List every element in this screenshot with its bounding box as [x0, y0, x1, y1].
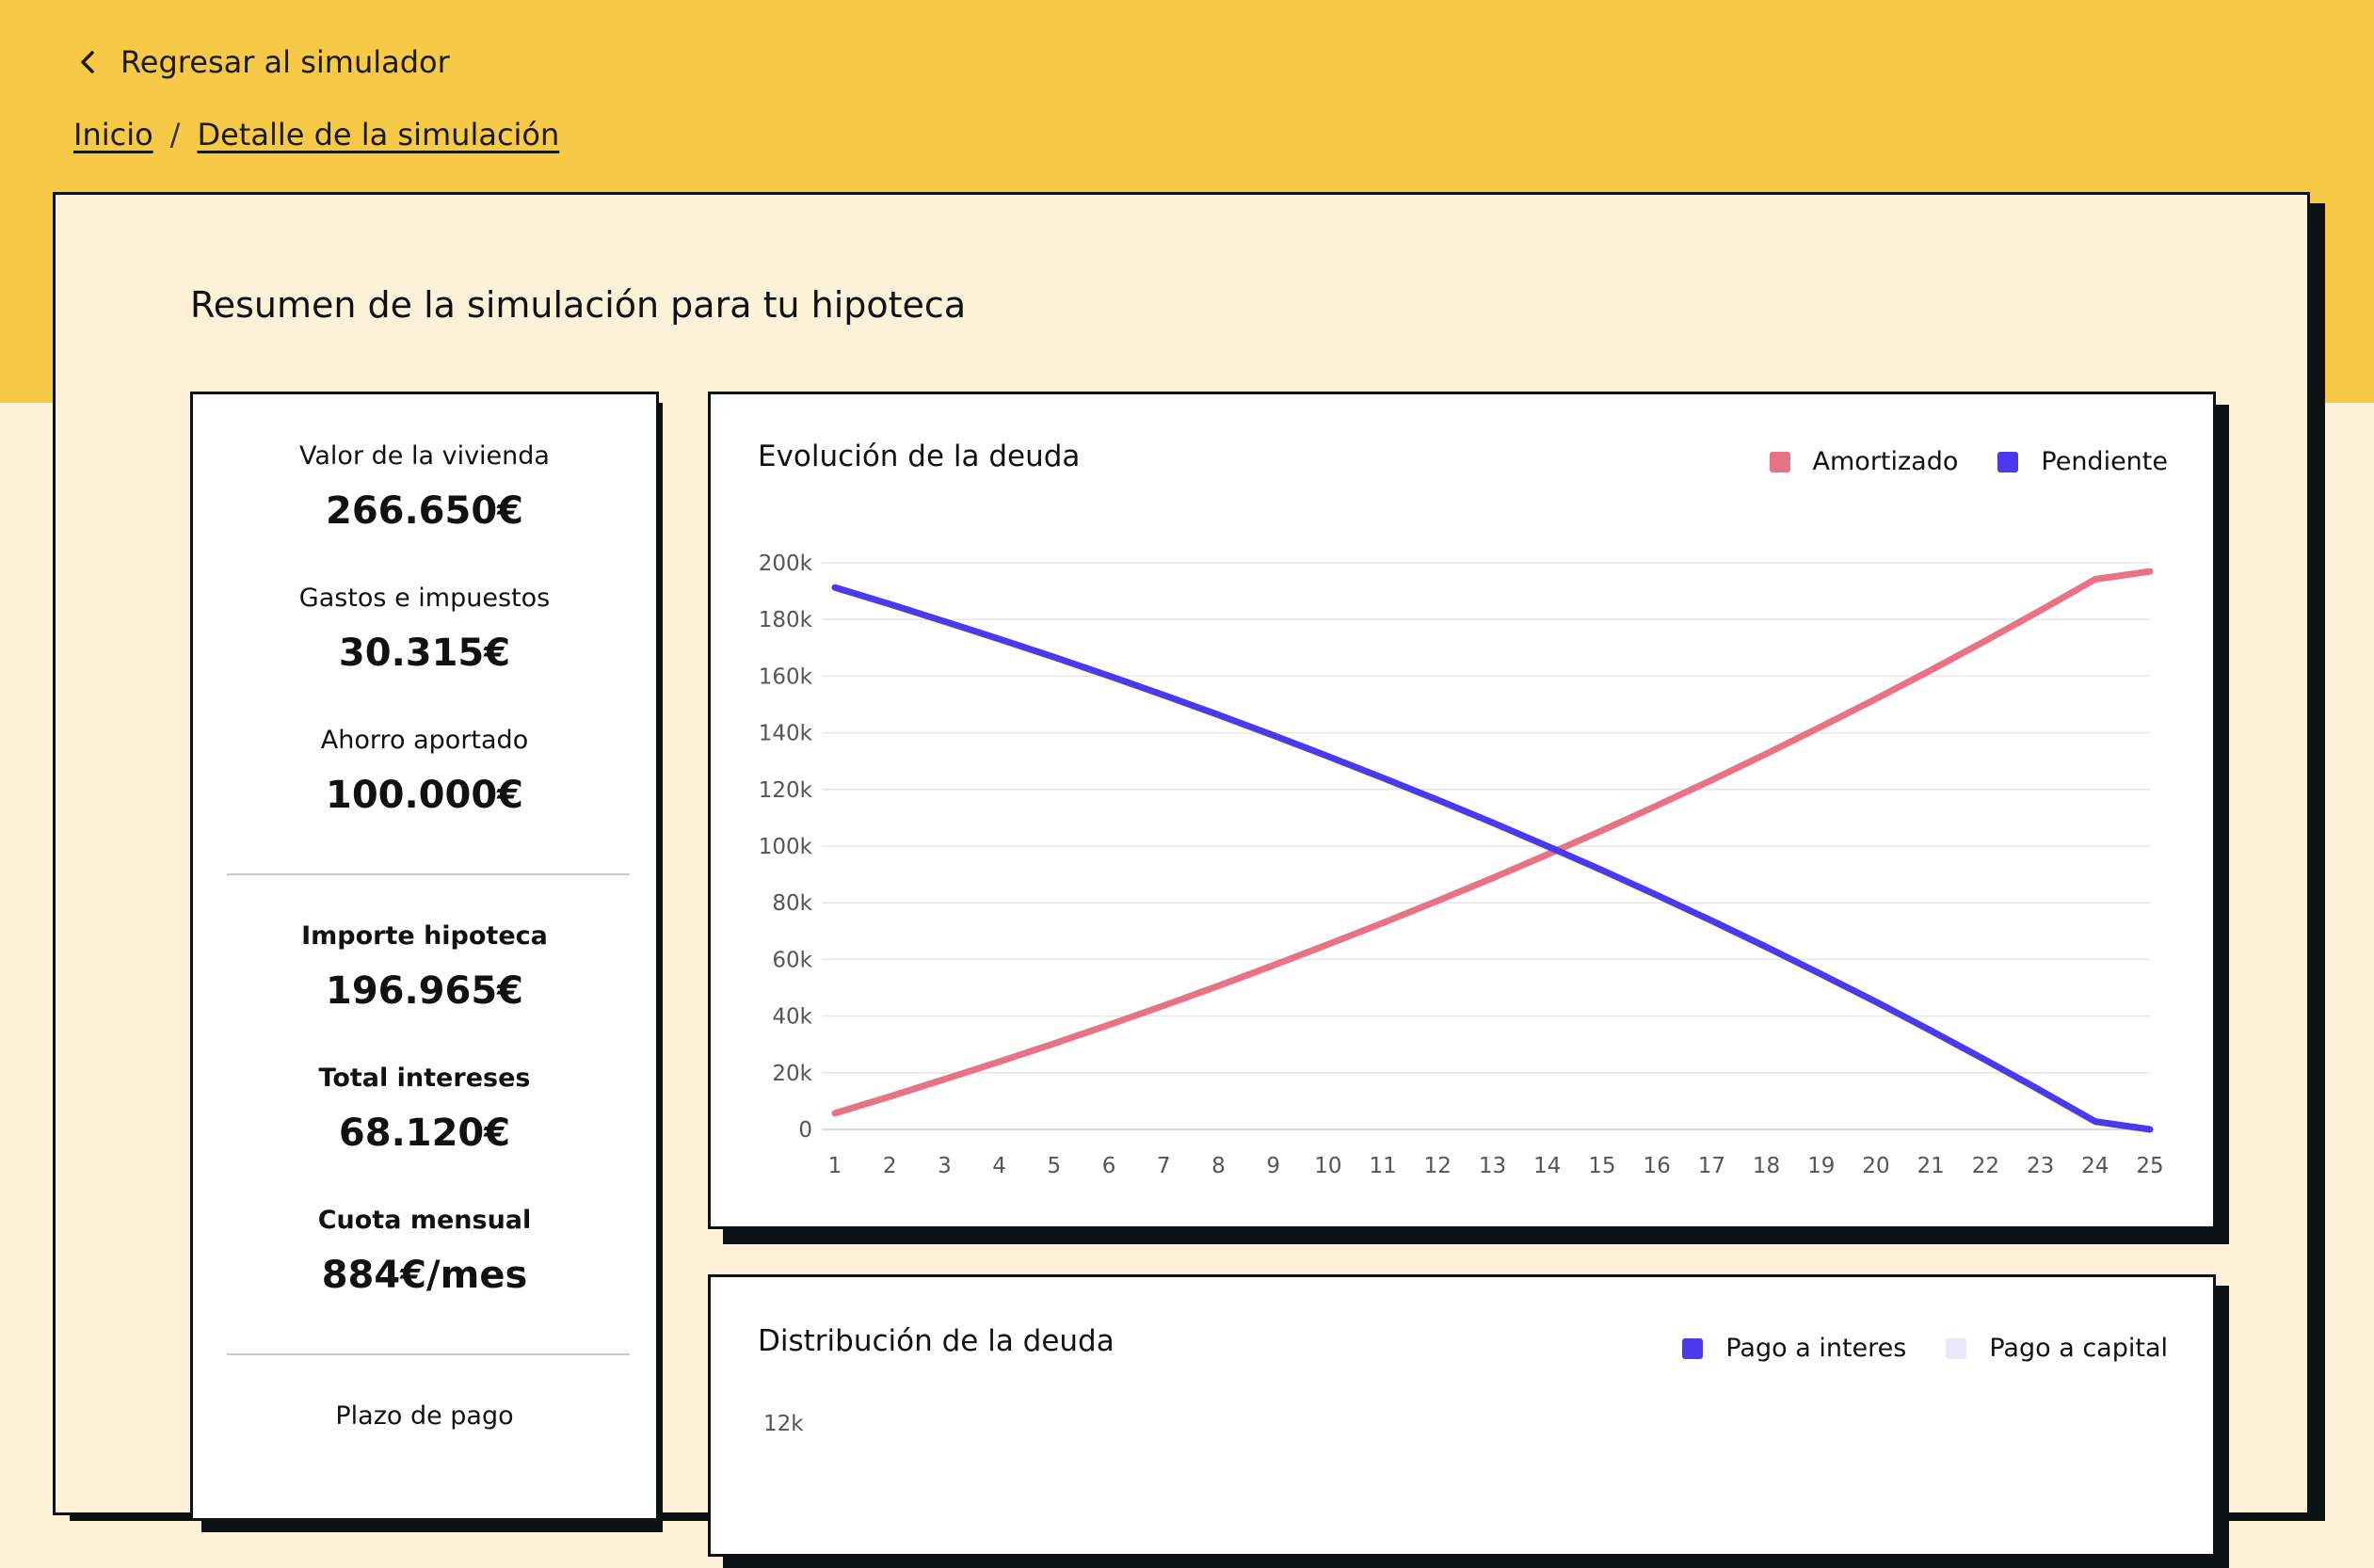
x-tick-label: 15 [1588, 1154, 1615, 1178]
y-tick-label: 180k [759, 608, 813, 632]
stat-cuota: Cuota mensual 884€/mes [193, 1206, 656, 1297]
x-tick-label: 4 [992, 1154, 1006, 1178]
stat-hipoteca-label: Importe hipoteca [301, 921, 548, 951]
legend-item-pago-capital[interactable]: Pago a capital [1946, 1334, 2168, 1363]
legend-swatch [1769, 451, 1790, 472]
stat-cuota-value: 884€/mes [321, 1254, 528, 1297]
x-tick-label: 6 [1102, 1154, 1116, 1178]
breadcrumb-current[interactable]: Detalle de la simulación [197, 117, 560, 152]
chart-title: Evolución de la deuda [758, 440, 1081, 473]
stat-intereses-value: 68.120€ [338, 1112, 511, 1155]
x-tick-label: 23 [2027, 1154, 2054, 1178]
x-tick-label: 22 [1972, 1154, 1999, 1178]
x-tick-label: 7 [1157, 1154, 1171, 1178]
chart-legend: Amortizado Pendiente [1730, 447, 2168, 476]
stat-vivienda-value: 266.650€ [325, 489, 524, 533]
chevron-left-icon [81, 51, 94, 73]
x-tick-label: 19 [1807, 1154, 1835, 1178]
stat-gastos-value: 30.315€ [338, 632, 511, 675]
x-tick-label: 25 [2136, 1154, 2163, 1178]
x-tick-label: 2 [883, 1154, 897, 1178]
page-title: Resumen de la simulación para tu hipotec… [190, 284, 967, 326]
y-tick-label: 200k [759, 552, 813, 576]
x-tick-label: 9 [1266, 1154, 1280, 1178]
stat-gastos-label: Gastos e impuestos [298, 584, 551, 613]
legend-label: Pago a capital [1989, 1334, 2168, 1363]
legend-swatch [1682, 1337, 1704, 1359]
x-tick-label: 10 [1314, 1154, 1341, 1178]
legend-item-amortizado[interactable]: Amortizado [1769, 447, 1959, 476]
summary-divider [227, 1353, 630, 1355]
stat-vivienda: Valor de la vivienda 266.650€ [193, 441, 656, 533]
y-tick-label: 12k [763, 1412, 804, 1436]
y-tick-label: 20k [772, 1062, 812, 1086]
legend-item-pendiente[interactable]: Pendiente [1997, 447, 2168, 476]
x-tick-label: 16 [1643, 1154, 1670, 1178]
summary-card: Valor de la vivienda 266.650€ Gastos e i… [190, 392, 659, 1521]
stat-ahorro-value: 100.000€ [325, 774, 524, 817]
y-tick-label: 120k [759, 778, 813, 803]
chart-title: Distribución de la deuda [758, 1324, 1115, 1358]
stat-gastos: Gastos e impuestos 30.315€ [193, 584, 656, 675]
back-link-label: Regresar al simulador [120, 44, 450, 80]
x-tick-label: 12 [1424, 1154, 1452, 1178]
legend-label: Pago a interes [1725, 1334, 1907, 1363]
x-tick-label: 14 [1533, 1154, 1561, 1178]
stat-hipoteca-value: 196.965€ [325, 969, 524, 1013]
y-tick-label: 80k [772, 891, 812, 916]
legend-label: Pendiente [2041, 447, 2168, 476]
x-tick-label: 3 [938, 1154, 952, 1178]
stat-intereses-label: Total intereses [318, 1064, 531, 1093]
breadcrumb: Inicio / Detalle de la simulación [73, 117, 559, 152]
chart-legend: Pago a interes Pago a capital [1643, 1334, 2168, 1363]
x-tick-label: 18 [1753, 1154, 1780, 1178]
y-tick-label: 140k [759, 722, 813, 746]
stat-hipoteca: Importe hipoteca 196.965€ [193, 921, 656, 1013]
y-tick-label: 40k [772, 1005, 812, 1030]
legend-swatch [1946, 1337, 1967, 1359]
x-tick-label: 20 [1862, 1154, 1889, 1178]
series-line-amortizado [831, 568, 2154, 1117]
x-tick-label: 13 [1479, 1154, 1506, 1178]
x-tick-label: 11 [1369, 1154, 1396, 1178]
legend-label: Amortizado [1812, 447, 1959, 476]
x-tick-label: 8 [1211, 1154, 1226, 1178]
stat-vivienda-label: Valor de la vivienda [299, 441, 550, 471]
debt-evolution-card: Evolución de la deuda Amortizado Pendien… [708, 392, 2216, 1229]
x-tick-label: 1 [828, 1154, 842, 1178]
legend-swatch [1997, 451, 2019, 472]
x-tick-label: 21 [1917, 1154, 1945, 1178]
back-to-simulator-link[interactable]: Regresar al simulador [70, 38, 450, 87]
y-tick-label: 60k [772, 948, 812, 972]
legend-item-pago-interes[interactable]: Pago a interes [1682, 1334, 1906, 1363]
stat-plazo: Plazo de pago [193, 1401, 656, 1431]
y-tick-label: 160k [759, 664, 813, 689]
stat-plazo-label: Plazo de pago [335, 1401, 514, 1431]
y-tick-label: 100k [759, 835, 813, 859]
stat-ahorro: Ahorro aportado 100.000€ [193, 726, 656, 817]
x-tick-label: 5 [1048, 1154, 1062, 1178]
breadcrumb-home[interactable]: Inicio [73, 117, 153, 152]
stat-ahorro-label: Ahorro aportado [320, 726, 529, 755]
breadcrumb-separator: / [169, 117, 181, 152]
summary-divider [227, 873, 630, 875]
y-tick-label: 0 [798, 1118, 812, 1143]
x-tick-label: 24 [2081, 1154, 2109, 1178]
stat-intereses: Total intereses 68.120€ [193, 1064, 656, 1155]
stat-cuota-label: Cuota mensual [317, 1206, 532, 1235]
debt-distribution-card: Distribución de la deuda Pago a interes … [708, 1274, 2216, 1557]
series-line-pendiente [831, 584, 2154, 1133]
x-tick-label: 17 [1698, 1154, 1725, 1178]
